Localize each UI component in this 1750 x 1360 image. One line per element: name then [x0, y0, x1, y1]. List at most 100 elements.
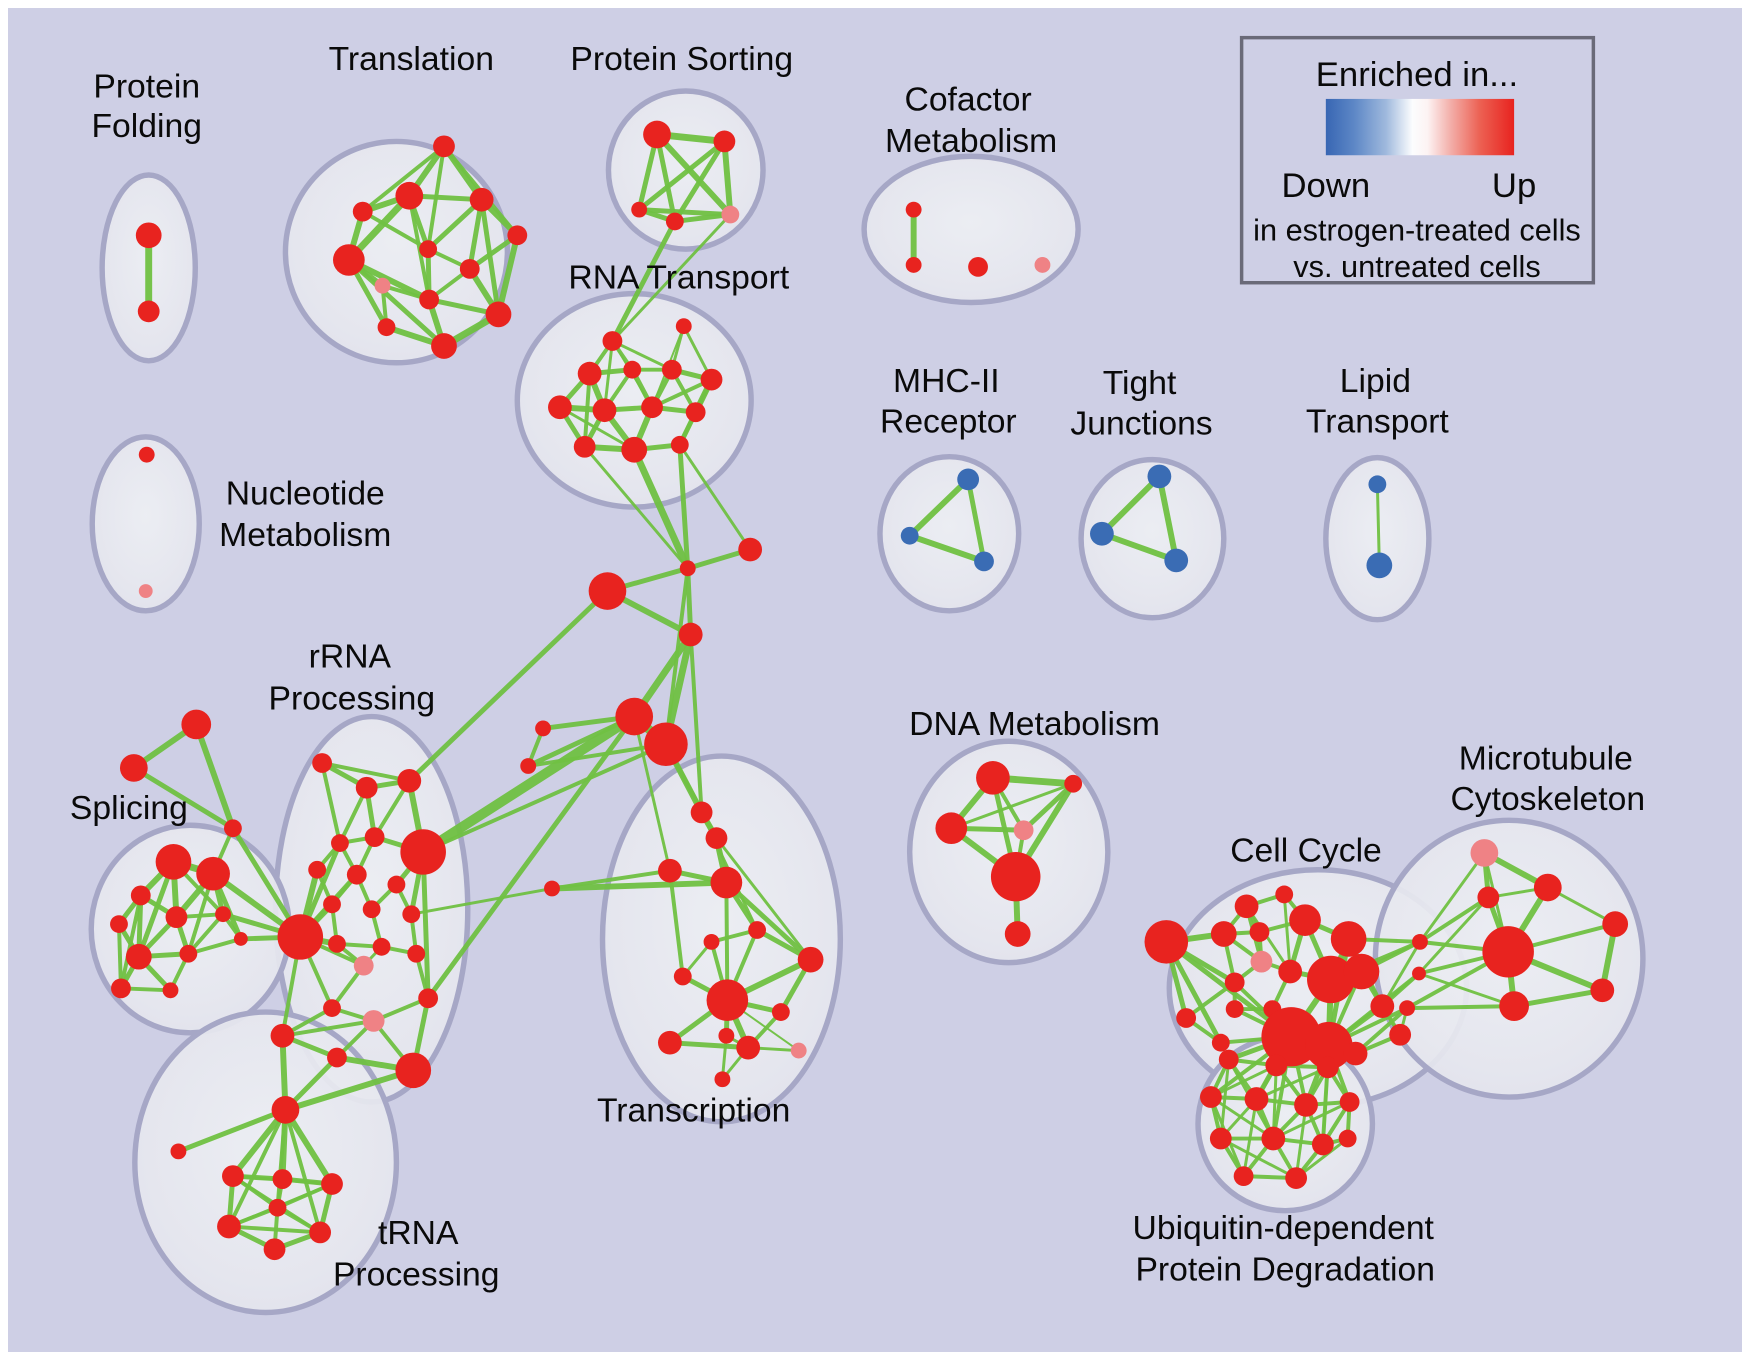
network-edge	[425, 197, 485, 252]
cluster-label-microtubule-line2: Cytoskeleton	[1450, 781, 1645, 818]
network-node-t14	[658, 1030, 682, 1055]
network-node-x1	[181, 709, 212, 740]
network-node-t17	[714, 1071, 731, 1088]
network-node-M2	[644, 722, 688, 766]
cluster-label-cofactor-line1: Cofactor	[905, 81, 1032, 118]
network-node-nm2	[138, 584, 153, 598]
network-node-mh2	[900, 526, 919, 545]
network-node-tl12	[431, 333, 457, 359]
network-edge	[610, 213, 732, 343]
cluster-label-protein-folding-line1: Protein	[93, 69, 200, 106]
network-edge	[1417, 895, 1490, 975]
network-edge	[1417, 895, 1491, 944]
network-node-p2	[520, 758, 537, 774]
network-node-te	[309, 1221, 332, 1244]
network-node-m9	[1590, 978, 1615, 1003]
network-node-rt8	[592, 398, 617, 423]
network-edge	[636, 207, 733, 218]
network-node-cf3	[968, 257, 988, 277]
network-edge	[282, 1106, 335, 1187]
network-node-ps5	[721, 205, 740, 224]
network-node-cc11	[1343, 953, 1380, 990]
network-edge	[610, 339, 674, 372]
network-node-tl13	[377, 318, 396, 337]
network-edge	[280, 1018, 376, 1038]
network-node-rt1	[602, 331, 623, 351]
network-node-ps3	[631, 201, 648, 218]
network-node-tl1	[433, 135, 455, 158]
network-node-r1	[312, 753, 333, 773]
network-node-rp1	[353, 955, 374, 976]
cluster-label-trna-processing-line1: tRNA	[378, 1215, 459, 1252]
cluster-label-ubiquitin-line1: Ubiquitin-dependent	[1133, 1210, 1435, 1247]
network-node-u9	[1261, 1126, 1286, 1151]
figure-canvas: Protein Folding Translation Protein Sorting…	[8, 8, 1742, 1352]
legend-box	[1239, 35, 1596, 285]
network-node-nm1	[138, 446, 155, 463]
network-node-lt1	[1368, 475, 1387, 494]
network-node-cf2	[905, 257, 922, 273]
network-edge	[949, 782, 1075, 830]
network-edge	[320, 761, 412, 783]
network-node-tl7	[419, 240, 438, 259]
network-edge	[186, 936, 243, 956]
network-node-rt3	[577, 361, 602, 386]
legend-note-line1: in estrogen-treated cells	[1253, 213, 1581, 247]
network-node-ccl2	[1176, 1008, 1197, 1028]
network-node-tl8	[459, 259, 480, 279]
network-node-t1	[690, 801, 713, 824]
network-node-ps4	[665, 212, 684, 231]
network-edge	[1098, 473, 1163, 537]
network-node-tj1	[1147, 464, 1172, 489]
network-node-r16	[407, 944, 426, 963]
network-node-M1	[615, 697, 654, 736]
cluster-ellipse-cofactor	[861, 153, 1081, 306]
network-node-rt9	[641, 396, 663, 419]
network-node-rH	[277, 914, 324, 960]
network-node-ccL	[1144, 920, 1189, 964]
network-node-tb	[272, 1169, 293, 1189]
network-edge	[630, 446, 692, 572]
network-node-s2	[196, 856, 230, 891]
network-node-r7	[400, 829, 446, 875]
network-node-cc17	[1211, 1033, 1230, 1052]
network-node-r8	[308, 860, 327, 879]
network-edge	[1254, 1065, 1330, 1101]
network-node-rt4	[623, 360, 642, 379]
network-node-tl9	[374, 277, 391, 294]
network-node-cc7	[1250, 950, 1273, 973]
network-node-pf2	[137, 300, 160, 323]
network-node-t4	[710, 866, 743, 899]
cluster-label-transcription: Transcription	[597, 1092, 790, 1129]
network-node-tl11	[485, 301, 512, 328]
cluster-label-mhc-ii-line2: Receptor	[880, 404, 1017, 441]
network-edge	[193, 721, 236, 832]
network-edge	[714, 836, 813, 962]
cluster-label-rna-transport: RNA Transport	[568, 259, 789, 296]
network-node-s9	[111, 978, 131, 999]
network-node-tc	[321, 1173, 343, 1195]
network-edge	[965, 476, 987, 564]
cluster-label-protein-folding-line2: Folding	[91, 108, 201, 145]
cluster-label-ubiquitin-line2: Protein Degradation	[1135, 1252, 1434, 1289]
cluster-label-trna-processing-line2: Processing	[333, 1256, 500, 1293]
network-edge	[409, 887, 554, 916]
network-edge	[495, 232, 521, 318]
network-node-m7	[1482, 926, 1534, 978]
network-node-m2	[1533, 873, 1562, 902]
network-node-s3	[130, 885, 151, 906]
network-node-u7	[1339, 1092, 1360, 1112]
network-node-t15	[736, 1035, 761, 1060]
network-node-t6	[544, 880, 560, 897]
network-edge	[420, 849, 431, 1001]
network-edge	[667, 1040, 751, 1051]
network-node-tl4	[469, 187, 494, 212]
network-node-cj2	[678, 622, 703, 647]
cluster-label-dna-metabolism: DNA Metabolism	[909, 706, 1160, 743]
cluster-label-microtubule-line1: Microtubule	[1459, 741, 1633, 778]
legend-up-label: Up	[1492, 167, 1536, 205]
cluster-label-nucleotide-line2: Metabolism	[219, 517, 391, 554]
network-node-rt10	[685, 402, 706, 423]
